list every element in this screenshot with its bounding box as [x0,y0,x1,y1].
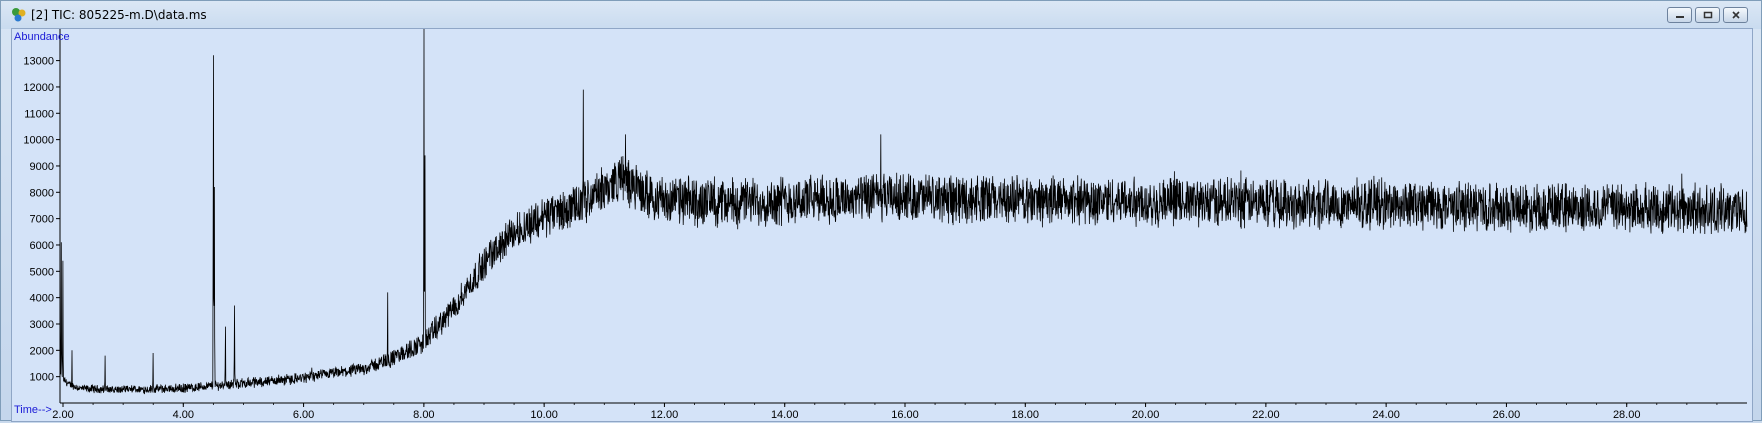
y-tick-label: 9000 [30,161,54,173]
restore-icon [1703,11,1712,19]
minimize-icon [1675,16,1684,18]
plot-area[interactable]: 1000 2000 3000 4000 5000 6000 7000 8000 9000 1000… [11,28,1753,422]
tic-trace [59,29,1748,395]
y-tick-label: 12000 [23,82,54,94]
x-tick-label: 2.00 [52,409,73,421]
x-tick-label: 28.00 [1613,409,1641,421]
y-tick-label: 6000 [30,240,54,252]
x-tick-label: 12.00 [651,409,679,421]
y-tick-label: 8000 [30,187,54,199]
y-tick-label: 7000 [30,214,54,226]
x-tick-label: 4.00 [173,409,194,421]
x-tick-label: 8.00 [413,409,434,421]
y-tick-label: 5000 [30,266,54,278]
y-tick-label: 10000 [23,135,54,147]
chemstation-app-icon [11,7,27,23]
tic-chart: 1000 2000 3000 4000 5000 6000 7000 8000 9000 1000… [14,29,1748,421]
minimize-button[interactable] [1667,7,1692,23]
restore-button[interactable] [1695,7,1720,23]
title-bar[interactable]: [2] TIC: 805225-m.D\data.ms [1,1,1761,29]
x-tick-label: 10.00 [530,409,558,421]
x-tick-label: 24.00 [1372,409,1400,421]
y-tick-label: 11000 [24,108,54,120]
x-tick-label: 20.00 [1132,409,1160,421]
y-tick-label: 1000 [30,372,54,384]
y-tick-label: 3000 [30,319,54,331]
x-tick-label: 18.00 [1012,409,1040,421]
x-tick-label: 14.00 [771,409,799,421]
y-tick-label: 4000 [30,293,54,305]
y-tick-label: 2000 [30,345,54,357]
x-tick-label: 26.00 [1493,409,1521,421]
x-tick-label: 16.00 [891,409,919,421]
y-axis-label: Abundance [14,31,70,43]
close-button[interactable] [1723,7,1748,23]
window-title: [2] TIC: 805225-m.D\data.ms [31,8,207,22]
close-icon [1731,11,1740,19]
x-axis-label: Time--> [14,404,52,416]
x-tick-label: 6.00 [293,409,314,421]
x-tick-label: 22.00 [1252,409,1280,421]
y-tick-label: 13000 [23,56,54,68]
